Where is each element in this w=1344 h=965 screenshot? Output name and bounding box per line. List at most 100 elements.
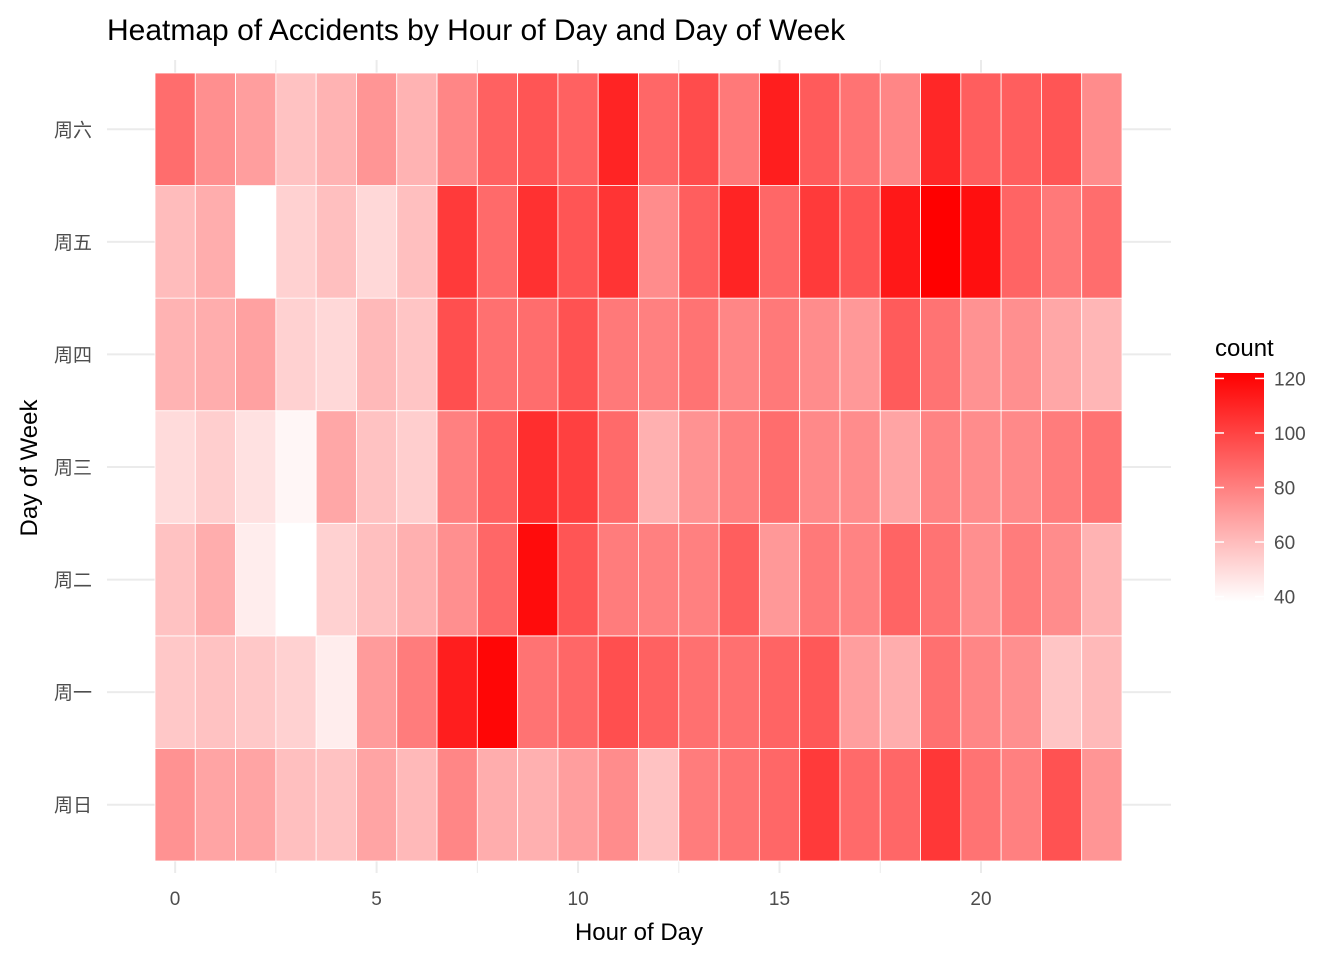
heatmap-tile: [879, 748, 921, 862]
heatmap-tile: [396, 185, 438, 299]
heatmap-tile: [597, 410, 639, 524]
heatmap-tile: [1041, 410, 1083, 524]
heatmap-tile: [638, 185, 680, 299]
heatmap-tile: [396, 72, 438, 186]
heatmap-tile: [718, 185, 760, 299]
heatmap-tile: [879, 410, 921, 524]
heatmap-tile: [275, 410, 317, 524]
heatmap-tile: [476, 410, 519, 524]
heatmap-tile: [356, 297, 398, 412]
heatmap-tile: [356, 522, 398, 637]
heatmap-tile: [879, 522, 921, 637]
heatmap-tile: [557, 72, 599, 186]
heatmap-tile: [396, 297, 438, 412]
x-axis-title: Hour of Day: [575, 919, 703, 946]
legend-tick-label: 60: [1274, 533, 1295, 554]
heatmap-tile: [839, 522, 881, 637]
heatmap-tile: [678, 185, 720, 299]
heatmap-tile: [194, 185, 236, 299]
heatmap-tile: [960, 297, 1002, 412]
heatmap-tile: [758, 72, 801, 186]
heatmap-tile: [275, 72, 317, 186]
heatmap-tile: [517, 748, 559, 862]
heatmap-tile: [154, 522, 196, 637]
x-tick-label: 5: [371, 889, 382, 910]
heatmap-tile: [396, 748, 438, 862]
heatmap-tile: [235, 635, 277, 749]
heatmap-tile: [718, 522, 760, 637]
heatmap-tile: [396, 635, 438, 749]
y-axis-title: Day of Week: [16, 399, 43, 537]
y-tick-label: 周三: [54, 458, 92, 479]
heatmap-tile: [839, 410, 881, 524]
heatmap-tile: [476, 635, 519, 749]
heatmap-tile: [1081, 185, 1123, 299]
heatmap-tile: [718, 748, 760, 862]
heatmap-tile: [356, 185, 398, 299]
heatmap-tile: [920, 410, 962, 524]
heatmap-tile: [1041, 748, 1083, 862]
heatmap-tile: [758, 410, 801, 524]
heatmap-tile: [758, 635, 801, 749]
heatmap-tile: [879, 72, 921, 186]
heatmap-tile: [517, 72, 559, 186]
heatmap-tile: [356, 748, 398, 862]
heatmap-tile: [758, 522, 801, 637]
heatmap-tile: [436, 635, 478, 749]
y-tick-label: 周日: [54, 796, 92, 817]
heatmap-tile: [960, 522, 1002, 637]
heatmap-tile: [436, 185, 478, 299]
heatmap-tile: [597, 297, 639, 412]
heatmap-tile: [597, 72, 639, 186]
heatmap-tile: [799, 635, 841, 749]
heatmap-tile: [678, 635, 720, 749]
x-tick-label: 0: [170, 889, 181, 910]
heatmap-tile: [960, 748, 1002, 862]
legend-tick-label: 80: [1274, 479, 1295, 500]
heatmap-tile: [275, 522, 317, 637]
heatmap-tile: [315, 748, 357, 862]
heatmap-tile: [194, 522, 236, 637]
legend: count 40 60 80 100 120: [1215, 335, 1306, 609]
heatmap-tile: [718, 410, 760, 524]
heatmap-tile: [638, 748, 680, 862]
y-axis-ticks: 周日 周一 周二 周三 周四 周五 周六: [54, 119, 92, 816]
heatmap-tile: [799, 72, 841, 186]
heatmap-tile: [476, 185, 519, 299]
y-tick-label: 周六: [54, 119, 92, 141]
heatmap-tile: [960, 72, 1002, 186]
legend-ticks: 40 60 80 100 120: [1215, 370, 1306, 609]
heatmap-tile: [396, 410, 438, 524]
y-tick-label: 周五: [54, 233, 92, 254]
heatmap-tile: [678, 748, 720, 862]
heatmap-tile: [718, 635, 760, 749]
heatmap-tile: [517, 185, 559, 299]
heatmap-tile: [194, 297, 236, 412]
heatmap-tile: [315, 410, 357, 524]
heatmap-tile: [275, 185, 317, 299]
heatmap-tile: [920, 635, 962, 749]
heatmap-tile: [557, 748, 599, 862]
legend-tick-label: 100: [1274, 424, 1306, 445]
heatmap-tile: [920, 748, 962, 862]
heatmap-tile: [678, 72, 720, 186]
heatmap-tile: [1000, 410, 1042, 524]
heatmap-tile: [879, 297, 921, 412]
heatmap-tile: [315, 185, 357, 299]
heatmap-tile: [476, 748, 519, 862]
heatmap-tile: [960, 635, 1002, 749]
heatmap-tile: [517, 522, 559, 637]
heatmap-tile: [476, 522, 519, 637]
heatmap-tile: [920, 522, 962, 637]
heatmap-tile: [315, 297, 357, 412]
heatmap-tile: [1000, 72, 1042, 186]
heatmap-tile: [436, 522, 478, 637]
heatmap-tile: [235, 185, 277, 299]
heatmap-tile: [1041, 635, 1083, 749]
heatmap-tile: [315, 72, 357, 186]
heatmap-tile: [1081, 748, 1123, 862]
heatmap-tile: [517, 410, 559, 524]
heatmap-tile: [799, 522, 841, 637]
heatmap-tile: [154, 185, 196, 299]
heatmap-tile: [678, 522, 720, 637]
